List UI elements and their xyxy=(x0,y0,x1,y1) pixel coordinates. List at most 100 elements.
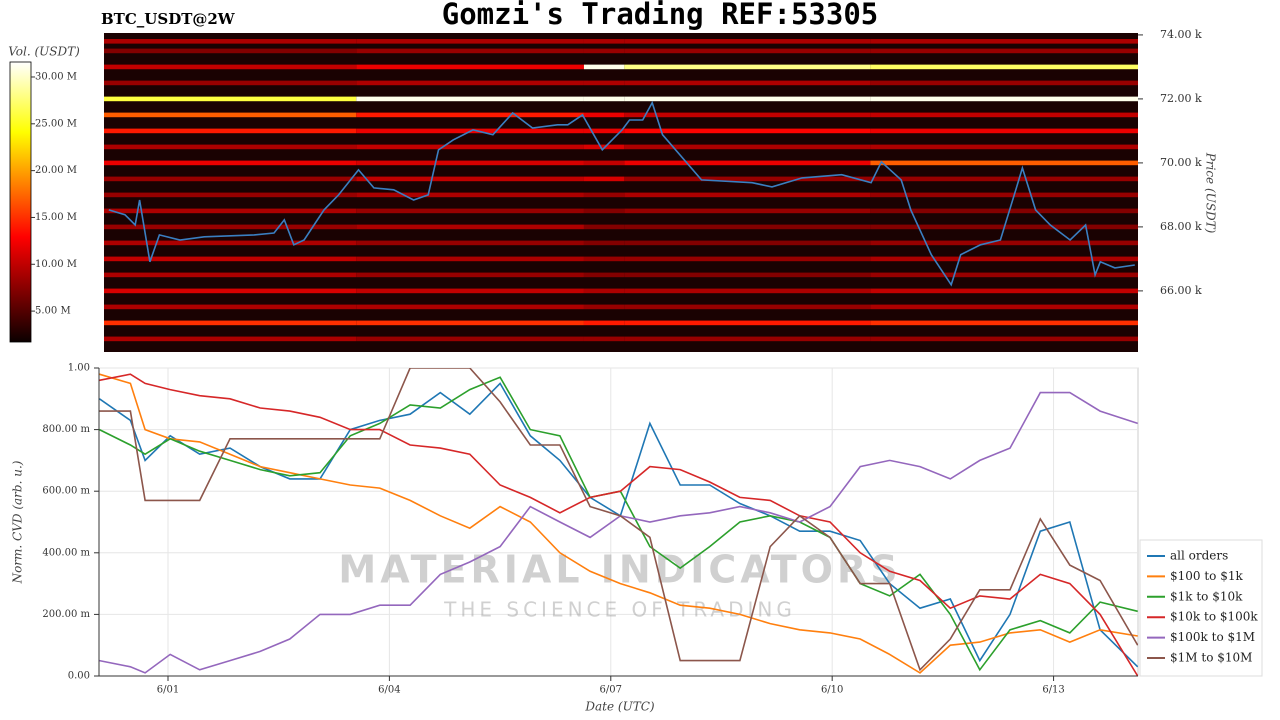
watermark: MATERIAL INDICATORS xyxy=(338,548,901,592)
heatmap-cell xyxy=(356,64,584,70)
heatmap-cell xyxy=(870,112,1138,118)
heatmap-cell xyxy=(870,80,1138,86)
heatmap-cell xyxy=(583,304,625,310)
y-axis-label: Norm. CVD (arb. u.) xyxy=(11,460,25,584)
heatmap-cell xyxy=(104,288,357,294)
y-tick-label: 200.00 m xyxy=(42,609,90,620)
heatmap-cell xyxy=(583,192,625,198)
heatmap-cell xyxy=(870,304,1138,310)
price-tick-label: 72.00 k xyxy=(1160,92,1202,105)
subtitle: BTC_USDT@2W xyxy=(101,10,236,28)
heatmap-area xyxy=(104,39,1138,342)
cvd-line xyxy=(99,373,1138,674)
heatmap-cell xyxy=(870,256,1138,262)
heatmap-cell xyxy=(624,240,871,246)
heatmap-cell xyxy=(624,80,871,86)
heatmap-cell xyxy=(104,208,357,214)
heatmap-cell xyxy=(583,272,625,278)
heatmap-cell xyxy=(356,224,584,230)
heatmap-cell xyxy=(104,160,357,166)
heatmap-cell xyxy=(356,336,584,342)
heatmap-cell xyxy=(870,144,1138,150)
heatmap-cell xyxy=(624,208,871,214)
heatmap-cell xyxy=(104,240,357,246)
colorbar-tick-label: 25.00 M xyxy=(35,118,77,129)
heatmap-cell xyxy=(583,240,625,246)
heatmap-background xyxy=(104,33,1138,352)
heatmap-cell xyxy=(870,48,1138,54)
heatmap-cell xyxy=(356,144,584,150)
y-tick-label: 800.00 m xyxy=(42,424,90,435)
cvd-lines xyxy=(99,368,1138,676)
heatmap-cell xyxy=(356,160,584,166)
legend-box xyxy=(1139,539,1263,677)
heatmap-cell xyxy=(356,192,584,198)
heatmap-cell xyxy=(356,304,584,310)
y-tick-label: 600.00 m xyxy=(42,486,90,497)
price-tick-label: 68.00 k xyxy=(1160,220,1202,233)
heatmap-cell xyxy=(624,256,871,262)
heatmap-cell xyxy=(104,336,357,342)
heatmap-cell xyxy=(356,176,584,182)
y-tick-label: 1.00 xyxy=(68,363,90,374)
heatmap-cell xyxy=(104,224,357,230)
heatmap-cell xyxy=(624,304,871,310)
y-tick-label: 400.00 m xyxy=(42,547,90,558)
heatmap-cell xyxy=(583,112,625,118)
x-tick-label: 6/10 xyxy=(821,685,843,696)
watermark-sub: THE SCIENCE OF TRADING xyxy=(443,598,796,622)
heatmap-cell xyxy=(870,176,1138,182)
colorbar-tick-label: 5.00 M xyxy=(35,306,71,317)
heatmap-cell xyxy=(104,64,357,70)
x-axis-label: Date (UTC) xyxy=(584,700,654,714)
heatmap-cell xyxy=(624,48,871,54)
colorbar-label: Vol. (USDT) xyxy=(8,45,80,59)
heatmap-cell xyxy=(870,128,1138,134)
price-axis-label: Price (USDT) xyxy=(1204,152,1218,234)
heatmap-cell xyxy=(624,320,871,326)
heatmap-cell xyxy=(104,272,357,278)
heatmap-cell xyxy=(624,96,871,102)
heatmap-cell xyxy=(583,320,625,326)
heatmap-cell xyxy=(356,240,584,246)
cvd-line xyxy=(99,373,1138,676)
heatmap-cell xyxy=(104,192,357,198)
heatmap-cell xyxy=(624,128,871,134)
heatmap-cell xyxy=(870,39,1138,44)
heatmap-cell xyxy=(624,160,871,166)
heatmap-cell xyxy=(870,320,1138,326)
heatmap-cell xyxy=(583,39,625,44)
heatmap-cell xyxy=(870,288,1138,294)
heatmap-cell xyxy=(104,112,357,118)
colorbar xyxy=(9,61,32,343)
price-tick-label: 70.00 k xyxy=(1160,156,1202,169)
x-tick-label: 6/04 xyxy=(378,685,400,696)
heatmap-cell xyxy=(104,48,357,54)
heatmap-cell xyxy=(624,39,871,44)
heatmap-cell xyxy=(583,208,625,214)
heatmap-cell xyxy=(870,64,1138,70)
cvd-line xyxy=(99,382,1138,668)
heatmap-cell xyxy=(583,288,625,294)
heatmap-cell xyxy=(870,96,1138,102)
heatmap-cell xyxy=(624,144,871,150)
heatmap-cell xyxy=(104,256,357,262)
legend: all orders $100 to $1k $1k to $10k $10k to … xyxy=(1147,549,1258,665)
heatmap-cell xyxy=(583,128,625,134)
legend-label: $100k to $1M xyxy=(1170,630,1255,644)
heatmap-cell xyxy=(583,64,625,70)
heatmap-cell xyxy=(624,336,871,342)
heatmap-cell xyxy=(583,336,625,342)
cvd-line xyxy=(99,391,1138,674)
heatmap-cell xyxy=(104,320,357,326)
axes: 66.00 k 68.00 k 70.00 k 72.00 k 74.00 k 5.00 … xyxy=(31,28,1202,696)
heatmap-cell xyxy=(624,64,871,70)
heatmap-cell xyxy=(356,208,584,214)
heatmap-cell xyxy=(624,176,871,182)
heatmap-cell xyxy=(104,96,357,102)
legend-label: all orders xyxy=(1170,549,1228,563)
heatmap-cell xyxy=(583,160,625,166)
page-title: Gomzi's Trading REF:53305 xyxy=(442,0,879,31)
heatmap-cell xyxy=(583,176,625,182)
